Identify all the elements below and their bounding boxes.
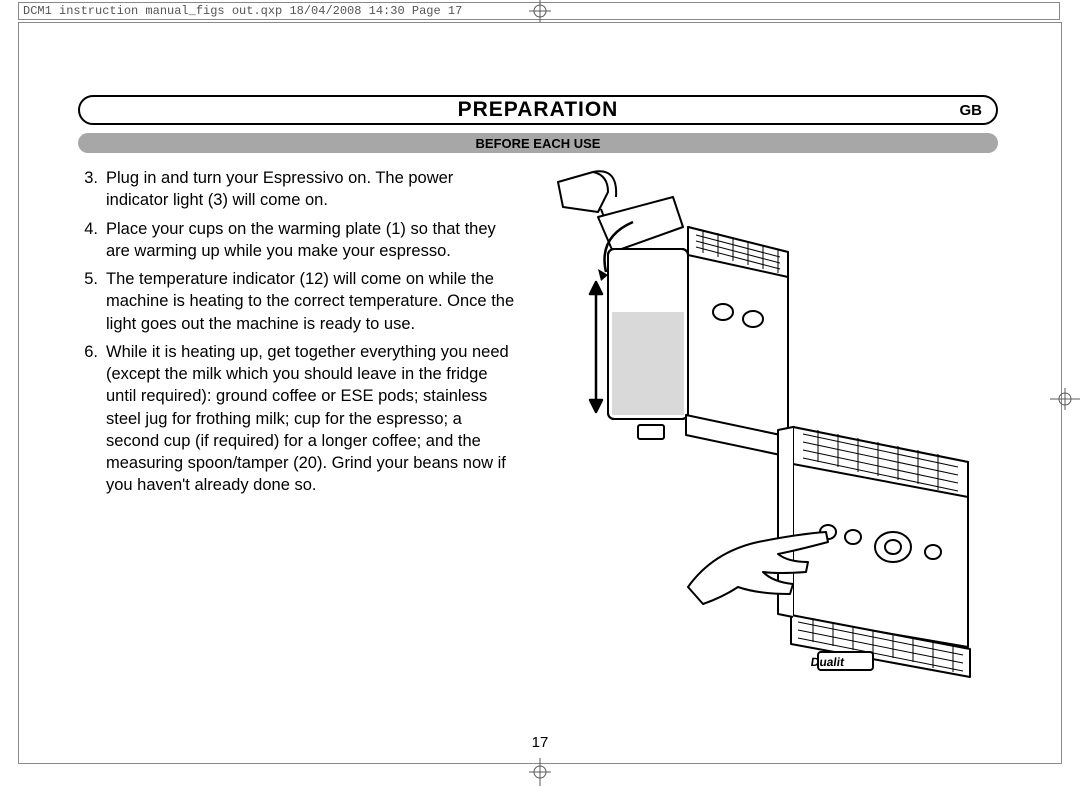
- region-code: GB: [960, 102, 983, 119]
- page-title: PREPARATION: [80, 98, 996, 122]
- step-text: Plug in and turn your Espressivo on. The…: [106, 167, 518, 212]
- step: 5. The temperature indicator (12) will c…: [78, 268, 518, 335]
- crop-mark-bottom: [529, 758, 551, 786]
- section-subtitle: BEFORE EACH USE: [78, 133, 998, 153]
- slug-text: DCM1 instruction manual_figs out.qxp 18/…: [23, 4, 462, 18]
- espresso-machine-power-illustration: Dualit: [678, 412, 998, 702]
- step: 4. Place your cups on the warming plate …: [78, 218, 518, 263]
- step-text: While it is heating up, get together eve…: [106, 341, 518, 497]
- step: 6. While it is heating up, get together …: [78, 341, 518, 497]
- instructions-column: 3. Plug in and turn your Espressivo on. …: [78, 167, 518, 503]
- step-number: 3.: [78, 167, 106, 212]
- step-number: 5.: [78, 268, 106, 335]
- crop-mark-right: [1050, 388, 1080, 410]
- step: 3. Plug in and turn your Espressivo on. …: [78, 167, 518, 212]
- step-number: 4.: [78, 218, 106, 263]
- body-row: 3. Plug in and turn your Espressivo on. …: [78, 167, 998, 503]
- step-text: The temperature indicator (12) will come…: [106, 268, 518, 335]
- title-bar: PREPARATION GB: [78, 95, 998, 125]
- crop-mark-top: [529, 0, 551, 28]
- page-content: PREPARATION GB BEFORE EACH USE 3. Plug i…: [78, 95, 998, 503]
- brand-label: Dualit: [810, 655, 845, 669]
- step-text: Place your cups on the warming plate (1)…: [106, 218, 518, 263]
- step-number: 6.: [78, 341, 106, 497]
- figure-column: Dualit: [538, 167, 998, 503]
- page-number: 17: [0, 734, 1080, 751]
